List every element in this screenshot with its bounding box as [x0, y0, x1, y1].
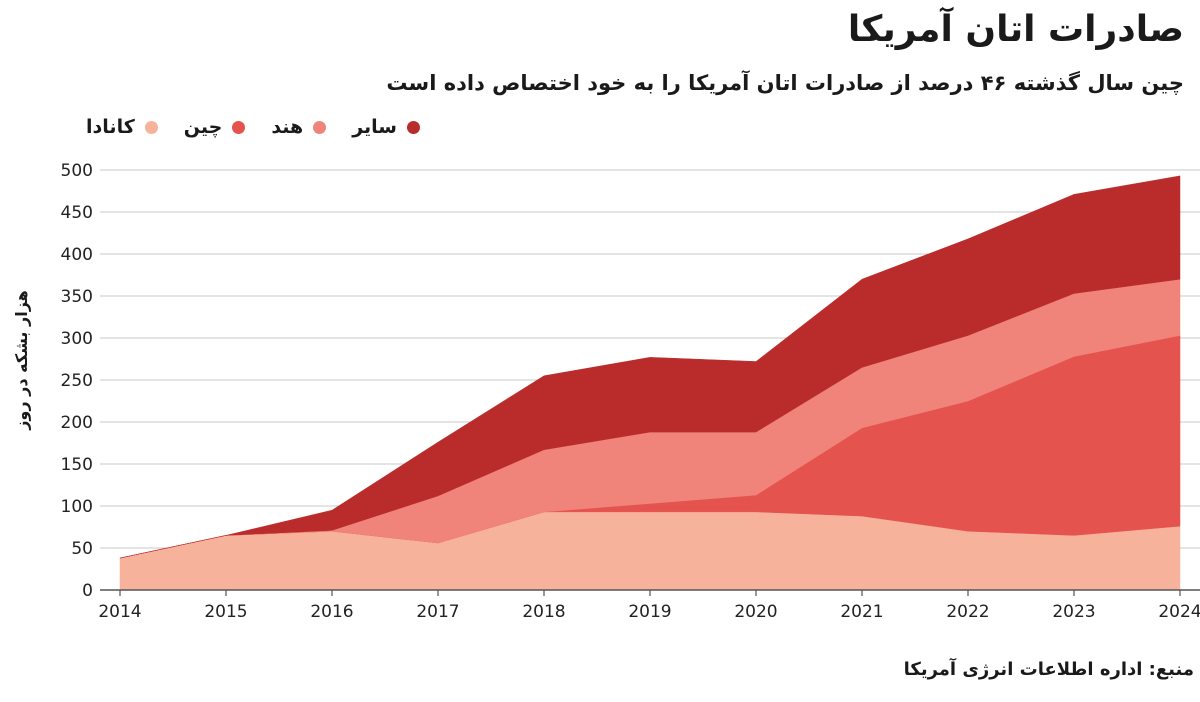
x-tick-label: 2022: [946, 602, 989, 622]
legend-label-china: چین: [183, 116, 223, 138]
legend-swatch-india: [313, 120, 327, 134]
legend-label-other: سایر: [352, 116, 397, 138]
area-series-other: [119, 175, 1181, 559]
source-note: منبع: اداره اطلاعات انرژی آمریکا: [903, 659, 1194, 680]
x-tick-label: 2023: [1052, 602, 1095, 622]
legend-swatch-other: [407, 120, 420, 134]
x-tick-label: 2017: [416, 602, 459, 622]
y-tick-label: 150: [61, 455, 93, 475]
stacked-areas: [119, 175, 1181, 591]
y-tick-label: 500: [61, 161, 93, 181]
legend-label-canada: کانادا: [86, 116, 135, 138]
legend-item-china: چین: [184, 116, 246, 138]
y-tick-label: 350: [61, 287, 93, 307]
y-tick-label: 300: [61, 329, 93, 349]
legend: سایر هند چین کانادا: [86, 112, 420, 142]
x-tick-label: 2018: [522, 602, 565, 622]
y-tick-label: 400: [61, 245, 93, 265]
legend-swatch-china: [232, 120, 246, 134]
y-tick-label: 0: [82, 581, 93, 601]
axes: 0 50 100 150 200 250 300 350 400 450 500 2014 2015 20…: [61, 161, 1200, 622]
legend-item-india: هند: [271, 116, 327, 138]
legend-label-india: هند: [271, 116, 304, 138]
y-tick-label: 250: [61, 371, 93, 391]
y-tick-label: 450: [61, 203, 93, 223]
legend-item-other: سایر: [352, 116, 420, 138]
chart-subtitle: چین سال گذشته ۴۶ درصد از صادرات اتان آمر…: [386, 71, 1184, 95]
y-tick-label: 50: [71, 539, 93, 559]
legend-item-canada: کانادا: [86, 116, 158, 138]
x-tick-label: 2020: [734, 602, 777, 622]
y-tick-label: 200: [61, 413, 93, 433]
x-tick-label: 2019: [628, 602, 671, 622]
x-tick-label: 2015: [204, 602, 247, 622]
x-tick-label: 2014: [98, 602, 141, 622]
x-tick-label: 2016: [310, 602, 353, 622]
x-tick-label: 2024: [1158, 602, 1200, 622]
legend-swatch-canada: [144, 120, 158, 134]
y-tick-label: 100: [61, 497, 93, 517]
x-tick-label: 2021: [840, 602, 883, 622]
chart-title: صادرات اتان آمریکا: [847, 9, 1184, 50]
